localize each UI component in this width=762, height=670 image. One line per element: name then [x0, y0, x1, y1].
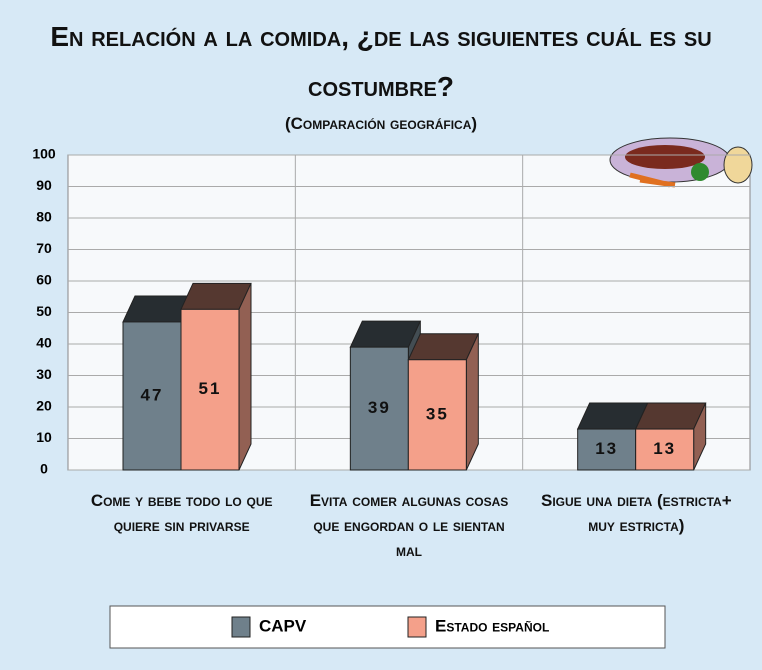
- x-tick-label: Come y bebe todo lo que quiere sin priva…: [82, 488, 282, 538]
- bar-side: [239, 283, 251, 470]
- value-label: 35: [426, 404, 449, 423]
- value-label: 13: [653, 439, 676, 458]
- x-tick-label: Sigue una dieta (estricta+ muy estricta): [536, 488, 736, 538]
- chart-subtitle: (Comparación geográfica): [0, 114, 762, 134]
- chart-title: En relación a la comida, ¿de las siguien…: [40, 12, 722, 112]
- y-tick-label: 80: [36, 209, 52, 225]
- legend-label: Estado español: [435, 616, 549, 635]
- y-tick-label: 100: [32, 146, 56, 162]
- value-label: 51: [199, 379, 222, 398]
- value-label: 39: [368, 398, 391, 417]
- y-tick-label: 60: [36, 272, 52, 288]
- legend-swatch: [232, 617, 250, 637]
- y-tick-label: 10: [36, 429, 52, 445]
- value-label: 13: [595, 439, 618, 458]
- y-tick-label: 70: [36, 240, 52, 256]
- value-label: 47: [141, 385, 164, 404]
- legend-swatch: [408, 617, 426, 637]
- page: 0 10 20 30 40 50 60 70 80 90 100 47 51 39 35 13 13 CAPV Es…: [0, 0, 762, 670]
- legend-label: CAPV: [259, 616, 307, 635]
- y-tick-label: 0: [40, 461, 48, 477]
- y-tick-label: 50: [36, 303, 52, 319]
- y-tick-label: 20: [36, 398, 52, 414]
- x-tick-label: Evita comer algunas cosas que engordan o…: [309, 488, 509, 563]
- y-tick-label: 30: [36, 366, 52, 382]
- y-tick-label: 90: [36, 177, 52, 193]
- y-tick-label: 40: [36, 335, 52, 351]
- legend-box: [110, 606, 665, 648]
